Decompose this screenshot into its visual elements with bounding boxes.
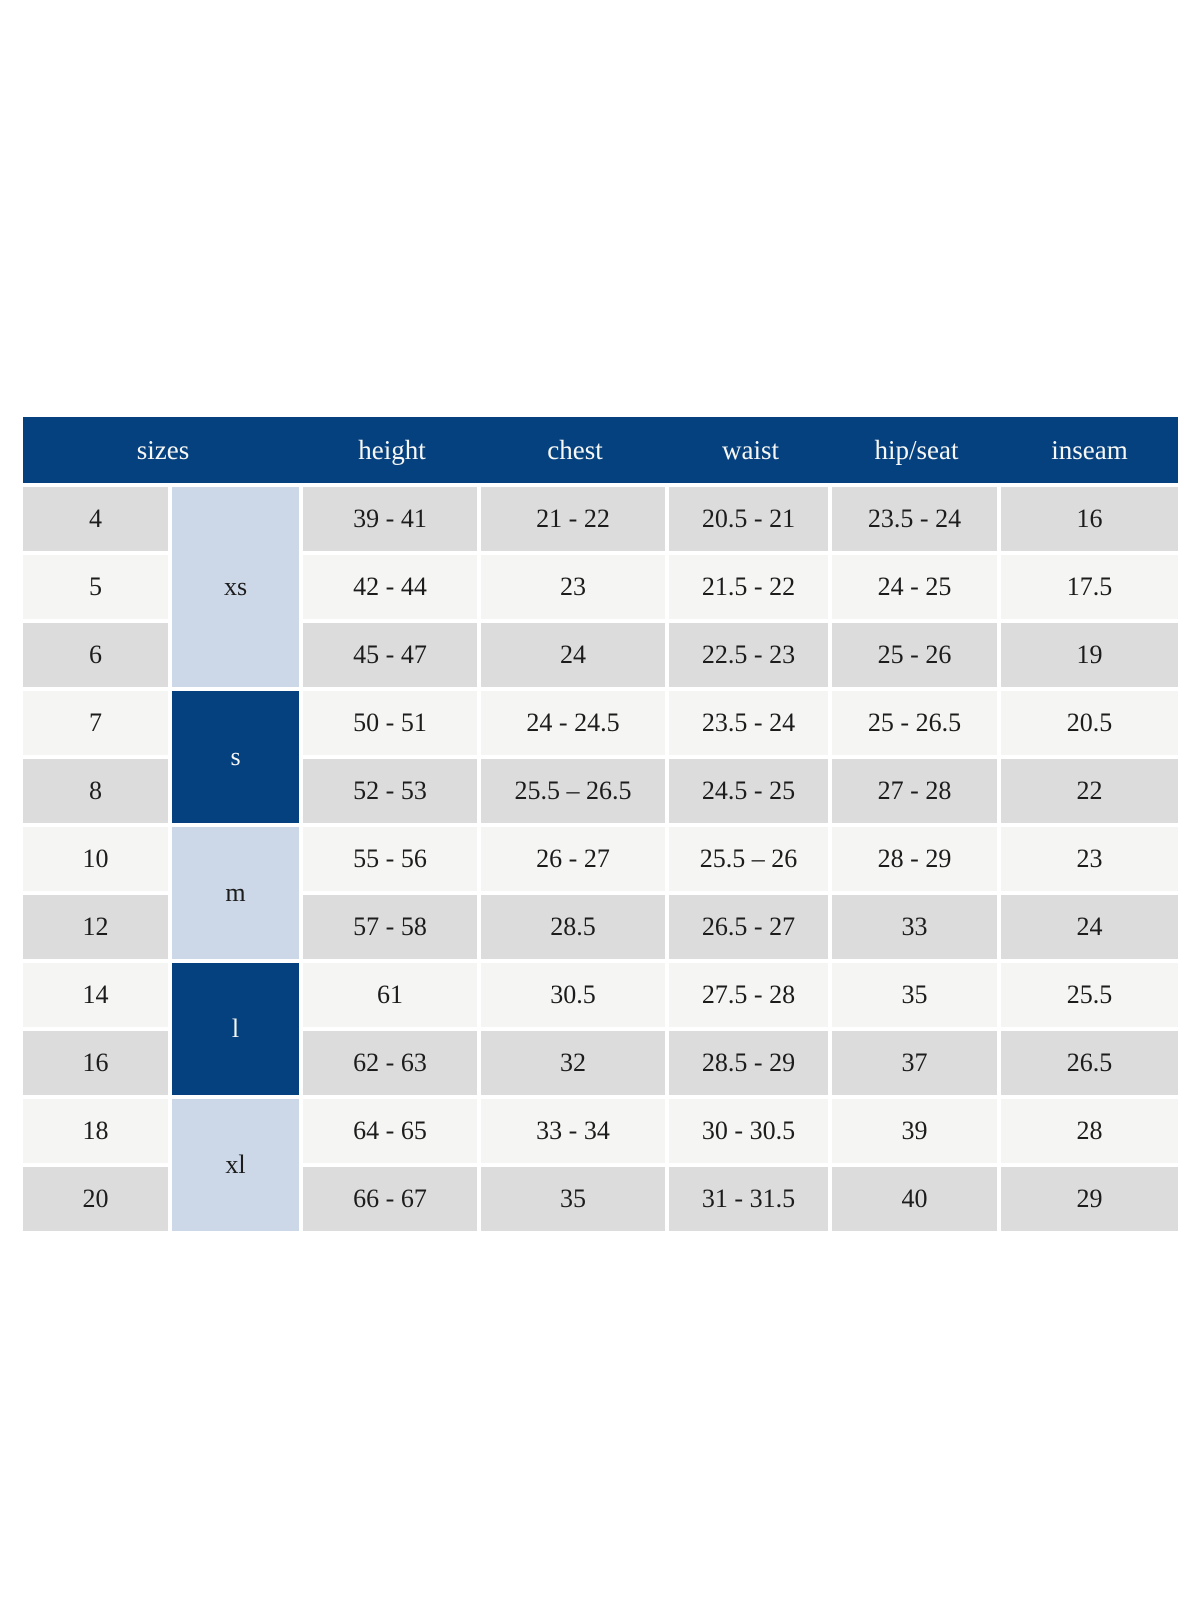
hip-seat-cell: 40 [832,1163,1002,1231]
size-row-20: 20 66 - 67 35 31 - 31.5 40 29 [23,1163,1179,1231]
inseam-cell: 26.5 [1001,1027,1179,1095]
waist-cell: 22.5 - 23 [669,619,833,687]
waist-cell: 30 - 30.5 [669,1095,833,1163]
height-cell: 39 - 41 [303,483,482,551]
column-header-chest: chest [481,417,670,483]
size-cell: 7 [23,687,172,755]
size-group-cell-xl: xl [172,1095,304,1231]
waist-cell: 28.5 - 29 [669,1027,833,1095]
size-cell: 5 [23,551,172,619]
size-cell: 8 [23,755,172,823]
inseam-cell: 24 [1001,891,1179,959]
waist-cell: 25.5 – 26 [669,823,833,891]
inseam-cell: 23 [1001,823,1179,891]
chest-cell: 24 - 24.5 [481,687,670,755]
column-header-inseam: inseam [1001,417,1179,483]
column-header-hip-seat: hip/seat [832,417,1002,483]
height-cell: 45 - 47 [303,619,482,687]
size-cell: 14 [23,959,172,1027]
inseam-cell: 16 [1001,483,1179,551]
inseam-cell: 20.5 [1001,687,1179,755]
size-row-18: 18 xl 64 - 65 33 - 34 30 - 30.5 39 28 [23,1095,1179,1231]
chest-cell: 30.5 [481,959,670,1027]
size-row-16: 16 62 - 63 32 28.5 - 29 37 26.5 [23,1027,1179,1095]
height-cell: 52 - 53 [303,755,482,823]
chest-cell: 23 [481,551,670,619]
hip-seat-cell: 39 [832,1095,1002,1163]
inseam-cell: 25.5 [1001,959,1179,1027]
chest-cell: 24 [481,619,670,687]
size-cell: 4 [23,483,172,551]
header-row: sizes height chest waist hip/seat inseam [23,417,1179,483]
waist-cell: 31 - 31.5 [669,1163,833,1231]
height-cell: 66 - 67 [303,1163,482,1231]
waist-cell: 27.5 - 28 [669,959,833,1027]
column-header-waist: waist [669,417,833,483]
height-cell: 61 [303,959,482,1027]
size-chart-table: sizes height chest waist hip/seat inseam… [23,417,1179,1231]
waist-cell: 23.5 - 24 [669,687,833,755]
size-cell: 16 [23,1027,172,1095]
chest-cell: 21 - 22 [481,483,670,551]
chest-cell: 28.5 [481,891,670,959]
inseam-cell: 17.5 [1001,551,1179,619]
waist-cell: 20.5 - 21 [669,483,833,551]
column-header-height: height [303,417,482,483]
size-row-7: 7 s 50 - 51 24 - 24.5 23.5 - 24 25 - 26.… [23,687,1179,823]
hip-seat-cell: 23.5 - 24 [832,483,1002,551]
hip-seat-cell: 24 - 25 [832,551,1002,619]
size-row-5: 5 42 - 44 23 21.5 - 22 24 - 25 17.5 [23,551,1179,619]
chest-cell: 35 [481,1163,670,1231]
height-cell: 64 - 65 [303,1095,482,1163]
chest-cell: 33 - 34 [481,1095,670,1163]
height-cell: 42 - 44 [303,551,482,619]
size-row-8: 8 52 - 53 25.5 – 26.5 24.5 - 25 27 - 28 … [23,755,1179,823]
hip-seat-cell: 25 - 26 [832,619,1002,687]
waist-cell: 26.5 - 27 [669,891,833,959]
size-row-14: 14 l 61 30.5 27.5 - 28 35 25.5 [23,959,1179,1095]
height-cell: 55 - 56 [303,823,482,891]
size-row-10: 10 m 55 - 56 26 - 27 25.5 – 26 28 - 29 2… [23,823,1179,959]
size-group-cell-xs: xs [172,483,304,687]
height-cell: 57 - 58 [303,891,482,959]
height-cell: 62 - 63 [303,1027,482,1095]
waist-cell: 24.5 - 25 [669,755,833,823]
hip-seat-cell: 27 - 28 [832,755,1002,823]
size-cell: 10 [23,823,172,891]
size-group-cell-l: l [172,959,304,1095]
hip-seat-cell: 28 - 29 [832,823,1002,891]
hip-seat-cell: 33 [832,891,1002,959]
inseam-cell: 29 [1001,1163,1179,1231]
size-group-cell-s: s [172,687,304,823]
hip-seat-cell: 35 [832,959,1002,1027]
size-cell: 12 [23,891,172,959]
chest-cell: 26 - 27 [481,823,670,891]
hip-seat-cell: 37 [832,1027,1002,1095]
inseam-cell: 22 [1001,755,1179,823]
size-cell: 18 [23,1095,172,1163]
size-row-12: 12 57 - 58 28.5 26.5 - 27 33 24 [23,891,1179,959]
size-row-6: 6 45 - 47 24 22.5 - 23 25 - 26 19 [23,619,1179,687]
hip-seat-cell: 25 - 26.5 [832,687,1002,755]
size-row-4: 4 xs 39 - 41 21 - 22 20.5 - 21 23.5 - 24… [23,483,1179,687]
height-cell: 50 - 51 [303,687,482,755]
size-chart: sizes height chest waist hip/seat inseam… [23,417,1179,1231]
column-header-sizes: sizes [23,417,304,483]
size-cell: 6 [23,619,172,687]
size-group-cell-m: m [172,823,304,959]
size-cell: 20 [23,1163,172,1231]
inseam-cell: 28 [1001,1095,1179,1163]
inseam-cell: 19 [1001,619,1179,687]
waist-cell: 21.5 - 22 [669,551,833,619]
chest-cell: 32 [481,1027,670,1095]
chest-cell: 25.5 – 26.5 [481,755,670,823]
